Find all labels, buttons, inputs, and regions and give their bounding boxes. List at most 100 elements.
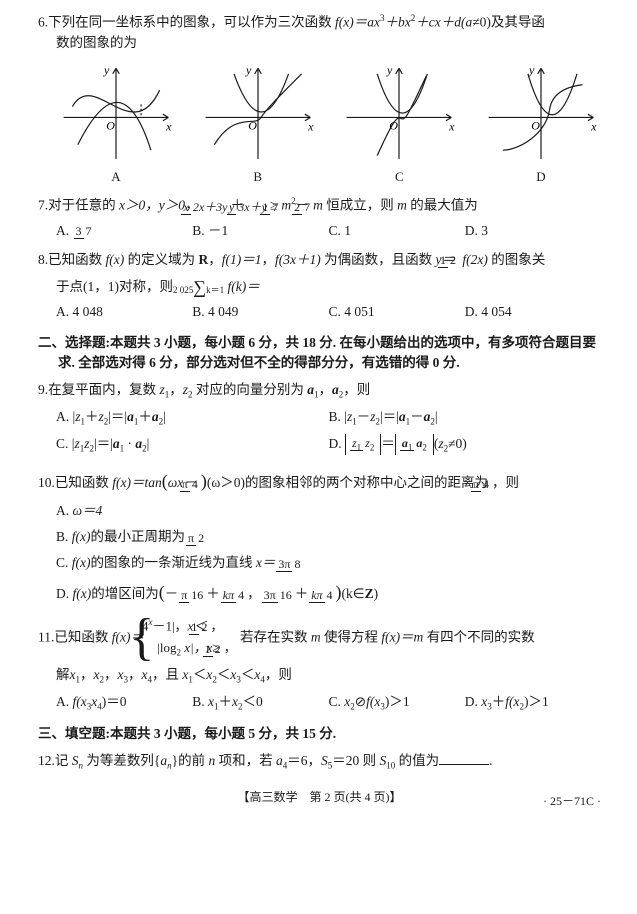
question-9: 9.在复平面内，复数 z1，z2 对应的向量分别为 a1，a2，则 A. |z1… [38,380,601,460]
q8-e2: f(3x＋1) [275,252,321,267]
q7-fr4d: 7 [302,200,312,214]
fig-D-label: D [481,167,601,187]
q9-Cdot: · [124,436,135,451]
q11-Dc: )＞1 [524,694,549,709]
q11-c3v: ， [128,667,142,682]
q11-t3: 使得方程 [321,629,382,644]
q10-t3: ，则 [492,475,519,490]
q9-c2: ， [319,382,333,397]
question-7: 7.对于任意的 x＞0，y＞0，x2x＋3y＋y3x＋y≥17m2－27m 恒成… [38,195,601,241]
q9-t2: 对应的向量分别为 [193,382,308,397]
q11-h4: 2 [213,642,223,656]
q9-opt-D: D. z1z2＝a1a2(z2≠0) [329,434,602,457]
q11-c2: |log [157,640,176,655]
q12-e1v: ＝6， [287,753,321,768]
q11-brace: { |4x－1|，x＜12， |log2 x|，x≥12， [147,615,236,661]
q7-A-l: A. [56,223,73,238]
q9-t3: ，则 [343,382,370,397]
svg-text:y: y [245,63,252,77]
q11-Cl: C. [329,694,345,709]
q8-fk: f(k)＝ [224,279,260,294]
q10-opt-B: B. f(x)的最小正周期为π2 [56,527,601,548]
q7-fr2n: y [229,200,234,214]
q10-pd: 4 [190,477,200,491]
fig-C-label: C [339,167,459,187]
q10-Cd: 8 [292,557,302,571]
q9-opt-B: B. |z1－z2|＝|a1－a2| [329,407,602,430]
q10-opt-D: D. f(x)的增区间为(－π16＋kπ4，3π16＋kπ4)(k∈Z) [56,579,601,607]
q7-t2: 恒成立，则 [323,198,397,213]
q8-h: 1 [438,253,448,268]
q11-t7: ，则 [265,667,292,682]
q10-Al: A. [56,503,73,518]
q6-figures: xyO A xyO B xyO C xyO D [56,62,601,187]
q9-Das1: 1 [408,442,413,452]
q9-Bm2: － [410,409,424,424]
svg-text:y: y [386,63,393,77]
q7-fr4n: 2 [292,200,302,215]
q12-t4: 项和，若 [215,753,276,768]
q10-pn2: π [471,477,481,492]
q9-Ap: ＋ [85,409,99,424]
q10-Bt2: 的最小正周期为 [91,529,186,544]
q10-c1: (ω＞0) [207,475,245,490]
q10-pn: π [180,477,190,492]
q10-opt-C: C. f(x)的图象的一条渐近线为直线 x＝3π8 [56,553,601,574]
fig-D-cell: xyO D [481,62,601,187]
q11-Cd: ⊘ [355,694,366,709]
q11-lt1: ＜ [193,667,207,682]
q10-Cx: x＝ [256,555,276,570]
q8-t7: 对称，则 [119,279,173,294]
q6-num: 6. [38,15,48,30]
q9-c1: ， [169,382,183,397]
q9-Ds2: 2 [370,442,375,452]
svg-text:x: x [307,120,314,134]
q11-Cc: )＞1 [385,694,410,709]
q10-Bn: π [186,531,196,546]
svg-text:O: O [531,119,540,133]
svg-text:y: y [528,63,535,77]
q11-c1b: －1|， [152,618,187,633]
q10-Dp2: ＋ [295,586,309,601]
q10-pd2: 4 [481,477,491,491]
q11-cm1: ， [210,618,223,633]
q11-opt-C: C. x2⊘f(x3)＞1 [329,692,465,715]
q7-An: 3 [74,224,84,239]
q8-opt-C: C. 4 051 [329,302,465,323]
q11-t2: 若存在实数 [240,629,311,644]
question-11: 11.已知函数 f(x)＝ { |4x－1|，x＜12， |log2 x|，x≥… [38,615,601,715]
q9-Bl: B. | [329,409,347,424]
q8-top: 2 025 [173,285,193,295]
q9-Be: |＝| [380,409,399,424]
q7-opt-D: D. 3 [465,221,601,242]
fig-C-cell: xyO C [339,62,459,187]
q10-DZ: Z [365,586,374,601]
q10-Bl: B. [56,529,72,544]
svg-text:O: O [248,119,257,133]
q11-h2: 2 [199,620,209,634]
q7-opt-A: A. 37 [56,221,192,242]
q9-Cl: C. | [56,436,74,451]
q10-Ct: f(x) [72,555,91,570]
question-10: 10.已知函数 f(x)＝tan(ωx－π4)(ω＞0)的图象相邻的两个对称中心… [38,468,601,607]
q9-options: A. |z1＋z2|＝|a1＋a2| B. |z1－z2|＝|a1－a2| C.… [56,407,601,460]
q9-Ca1: a [113,436,120,451]
q11-num: 11. [38,629,54,644]
q11-lt2: ＜ [217,667,231,682]
q11-opt-D: D. x3＋f(x2)＞1 [465,692,601,715]
q11-Dl: D. [465,694,482,709]
q12-t6: 的值为 [395,753,439,768]
q7-t1: 对于任意的 [48,198,119,213]
fig-B-svg: x y O [198,62,318,162]
q9-a2: a [332,382,339,397]
q10-Dp: ＋ [206,586,220,601]
q8-bot: k＝1 [206,285,224,295]
q9-opt-C: C. |z1z2|＝|a1 · a2| [56,434,329,457]
q12-S: S [72,753,79,768]
q11-c4v: ， [152,667,166,682]
q9-Aa1: a [127,409,134,424]
q8-opt-B: B. 4 049 [192,302,328,323]
q11-t6: 且 [166,667,183,682]
q8-t1: 已知函数 [48,252,105,267]
q10-t2: 的图象相邻的两个对称中心之间的距离为 [245,475,488,490]
